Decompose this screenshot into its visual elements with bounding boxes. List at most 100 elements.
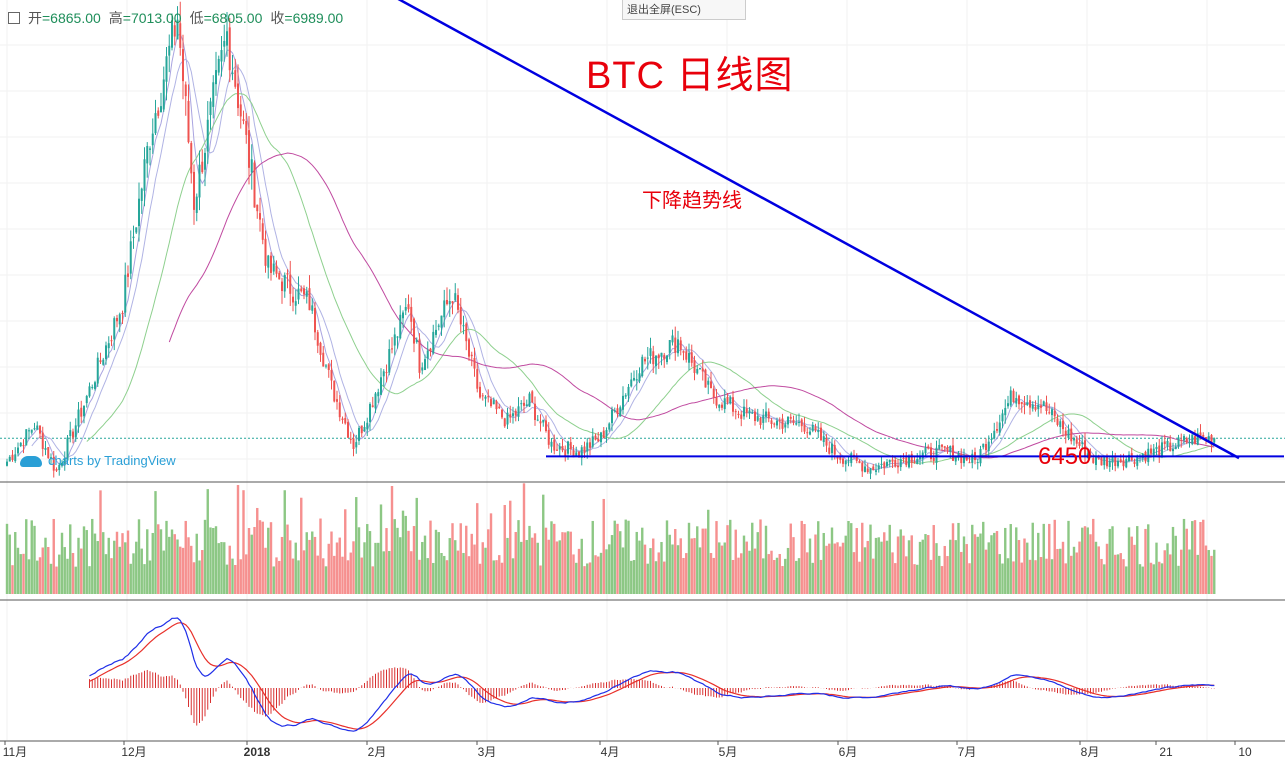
volume-bar [498, 555, 501, 594]
volume-bar [938, 555, 941, 594]
candle-body [261, 223, 264, 240]
candle-body [891, 459, 894, 462]
candle-body [215, 70, 217, 85]
volume-bar [657, 552, 660, 594]
candle-body [72, 431, 74, 438]
volume-bar [1122, 559, 1125, 594]
volume-bar [478, 563, 482, 594]
candle-body [855, 457, 858, 461]
candle-body [517, 406, 520, 417]
volume-bar [5, 523, 9, 594]
volume-bar [280, 536, 284, 594]
candle-body [270, 255, 272, 273]
volume-bar [583, 566, 586, 594]
candle-body [960, 454, 963, 464]
candle-body [237, 83, 239, 109]
candle-body [968, 462, 971, 464]
candle-body [360, 425, 363, 434]
volume-bar [594, 555, 597, 594]
candle-body [380, 377, 382, 395]
volume-bar [976, 536, 979, 594]
volume-bar [588, 562, 592, 594]
volume-bar [880, 541, 883, 594]
volume-bar [291, 558, 295, 594]
volume-bar [987, 542, 990, 594]
volume-bar [492, 560, 495, 594]
volume-bar [399, 537, 402, 594]
exit-fullscreen-button[interactable]: 退出全屏(ESC) [622, 0, 746, 20]
candle-body [347, 422, 349, 438]
candle-body [718, 404, 721, 408]
volume-bar [368, 531, 372, 594]
candle-body [33, 428, 36, 430]
volume-bar [1125, 566, 1128, 594]
volume-bar [242, 490, 245, 594]
volume-bar [448, 538, 451, 594]
candle-body [506, 412, 509, 425]
expand-square-icon[interactable] [8, 12, 20, 24]
candle-body [509, 414, 512, 418]
candle-body [344, 418, 347, 424]
volume-bar [308, 539, 311, 594]
candle-body [828, 447, 831, 454]
candle-body [140, 188, 143, 201]
volume-bar [1199, 522, 1202, 594]
candle-body [99, 360, 102, 363]
volume-bar [115, 531, 119, 594]
candle-body [1180, 439, 1183, 441]
volume-bar [135, 541, 138, 594]
candle-body [476, 369, 479, 389]
volume-bar [52, 518, 55, 594]
candle-body [382, 371, 385, 377]
volume-bar [1180, 549, 1183, 594]
volume-bar [621, 547, 625, 594]
volume-bar [814, 534, 817, 594]
tradingview-watermark[interactable]: charts by TradingView [20, 453, 176, 468]
volume-bar [668, 534, 671, 594]
candle-body [325, 365, 327, 367]
volume-bar [104, 554, 108, 594]
volume-bar [1119, 553, 1122, 594]
volume-bar [1081, 527, 1084, 594]
candle-body [781, 418, 784, 429]
volume-bar [921, 539, 924, 594]
candle-body [314, 307, 316, 333]
volume-bar [616, 523, 619, 594]
volume-bar [1070, 555, 1073, 594]
volume-bar [916, 564, 919, 594]
volume-bar [531, 537, 534, 594]
candle-body [715, 397, 718, 406]
volume-bar [913, 564, 916, 594]
candle-body [184, 84, 187, 97]
volume-bar [82, 526, 86, 594]
candle-body [19, 442, 22, 447]
candle-body [336, 399, 338, 402]
candle-body [990, 438, 993, 440]
candle-body [107, 343, 110, 349]
candle-body [28, 430, 30, 432]
volume-bar [11, 565, 14, 594]
volume-bar [379, 504, 383, 594]
candle-body [294, 301, 297, 306]
candle-body [1161, 442, 1163, 456]
volume-bar [770, 550, 773, 594]
candle-body [479, 386, 481, 398]
candle-body [569, 442, 572, 450]
candle-body [732, 397, 734, 412]
candle-body [660, 352, 663, 356]
candle-body [209, 101, 212, 116]
volume-bar [55, 566, 58, 594]
volume-bar [19, 554, 22, 594]
volume-bar [1075, 552, 1078, 594]
volume-bar [1169, 554, 1172, 594]
volume-bar [745, 541, 748, 594]
volume-bar [225, 564, 229, 594]
candle-body [1015, 397, 1018, 404]
candle-body [910, 453, 913, 463]
volume-bar [946, 556, 949, 594]
candle-body [580, 447, 583, 458]
candle-body [311, 305, 314, 311]
candle-body [1108, 460, 1111, 468]
candle-body [938, 444, 941, 449]
